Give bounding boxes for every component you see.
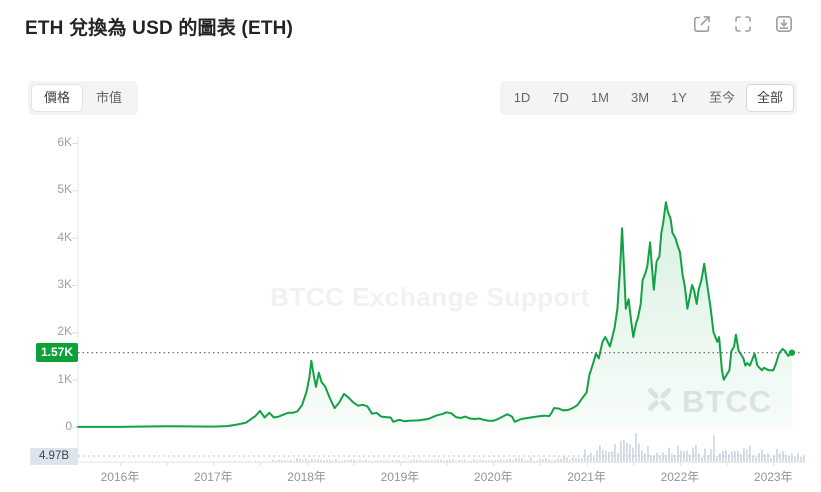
range-1y[interactable]: 1Y bbox=[661, 85, 697, 111]
y-tick-label: 3K bbox=[57, 277, 72, 291]
x-tick-label: 2017年 bbox=[193, 470, 233, 484]
fullscreen-icon bbox=[732, 13, 754, 38]
header-actions bbox=[689, 12, 797, 38]
tab-marketcap[interactable]: 市值 bbox=[84, 85, 134, 111]
y-tick-label: 1K bbox=[57, 371, 72, 386]
fullscreen-button[interactable] bbox=[730, 12, 756, 38]
current-price-badge: 1.57K bbox=[36, 343, 78, 363]
y-tick-label: 4K bbox=[57, 229, 72, 244]
range-ytd[interactable]: 至今 bbox=[699, 85, 745, 111]
chart-plot[interactable] bbox=[0, 130, 821, 492]
x-tick-label: 2022年 bbox=[660, 470, 700, 484]
y-tick-label: 0 bbox=[65, 419, 72, 433]
price-chart: BTCC Exchange Support BTCC 6K5K4K3K2K1K0… bbox=[0, 130, 821, 492]
tab-price[interactable]: 價格 bbox=[32, 85, 83, 111]
range-3m[interactable]: 3M bbox=[621, 85, 659, 111]
share-icon bbox=[691, 13, 713, 38]
range-1m[interactable]: 1M bbox=[581, 85, 619, 111]
range-all[interactable]: 全部 bbox=[746, 85, 793, 111]
time-range-group: 1D 7D 1M 3M 1Y 至今 全部 bbox=[499, 81, 797, 115]
y-tick-label: 6K bbox=[57, 135, 72, 150]
x-tick-label: 2016年 bbox=[100, 470, 140, 484]
header: ETH 兌換為 USD 的圖表 (ETH) bbox=[0, 0, 821, 56]
page-title: ETH 兌換為 USD 的圖表 (ETH) bbox=[25, 18, 294, 39]
x-tick-label: 2023年 bbox=[753, 470, 793, 484]
chart-type-tabs: 價格 市值 bbox=[28, 81, 139, 115]
x-tick-label: 2020年 bbox=[473, 470, 513, 484]
download-icon bbox=[773, 13, 795, 38]
download-button[interactable] bbox=[771, 12, 797, 38]
x-tick-label: 2021年 bbox=[567, 470, 606, 484]
chart-controls: 價格 市值 1D 7D 1M 3M 1Y 至今 全部 bbox=[0, 81, 821, 115]
x-tick-label: 2018年 bbox=[287, 470, 326, 484]
range-7d[interactable]: 7D bbox=[542, 85, 579, 111]
range-1d[interactable]: 1D bbox=[504, 85, 541, 111]
current-volume-badge: 4.97B bbox=[30, 448, 78, 465]
x-tick-label: 2019年 bbox=[380, 470, 420, 484]
y-tick-label: 2K bbox=[57, 324, 72, 339]
y-tick-label: 5K bbox=[57, 182, 72, 197]
share-button[interactable] bbox=[689, 12, 715, 38]
